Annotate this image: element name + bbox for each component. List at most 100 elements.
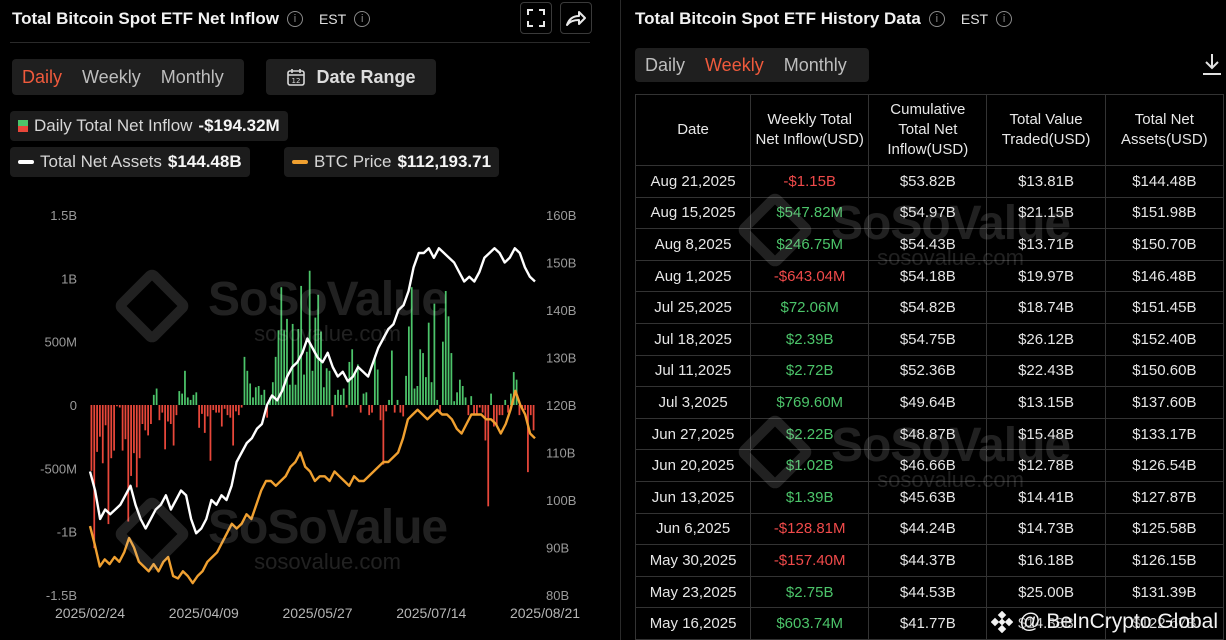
inflow-bar <box>175 405 178 416</box>
tab-weekly[interactable]: Weekly <box>705 54 764 75</box>
inflow-bar <box>461 386 464 405</box>
cell-net-assets: $146.48B <box>1104 259 1225 293</box>
inflow-bar <box>498 405 501 416</box>
inflow-bar <box>379 405 382 421</box>
inflow-bar <box>212 405 215 411</box>
table-row[interactable]: Jul 18,2025 $2.39B $54.75B $26.12B $152.40B <box>634 322 1225 356</box>
cell-value-traded: $14.38B <box>986 607 1106 640</box>
inflow-bar <box>172 405 175 446</box>
cell-weekly-inflow: $603.74M <box>750 607 870 640</box>
inflow-bar <box>237 405 240 416</box>
col-header-weekly-inflow[interactable]: Weekly Total Net Inflow(USD) <box>750 94 870 166</box>
tab-daily[interactable]: Daily <box>22 66 63 87</box>
download-icon[interactable] <box>1201 52 1223 78</box>
cell-net-assets: $126.15B <box>1104 544 1225 577</box>
inflow-bar <box>198 405 201 428</box>
inflow-bar <box>195 392 198 405</box>
net-inflow-chart[interactable]: 1.5B 1B 500M 0 -500M -1B -1.5B 160B 150B 140B 130B… <box>0 195 600 635</box>
table-row[interactable]: Aug 15,2025 $547.82M $54.97B $21.15B $151.98… <box>634 196 1225 230</box>
inflow-bar <box>532 405 535 431</box>
cell-weekly-inflow: $2.72B <box>750 354 870 388</box>
tab-daily[interactable]: Daily <box>645 54 686 75</box>
tab-weekly[interactable]: Weekly <box>82 66 141 87</box>
y-left-tick-label: 1B <box>61 271 77 286</box>
date-range-button[interactable]: 12 Date Range <box>266 59 436 95</box>
tab-monthly[interactable]: Monthly <box>783 54 847 75</box>
cell-net-assets: $144.48B <box>1104 165 1225 198</box>
inflow-bar <box>303 374 305 405</box>
info-icon[interactable]: i <box>354 11 371 27</box>
inflow-bar <box>178 391 181 405</box>
info-icon[interactable]: i <box>996 11 1013 27</box>
table-row[interactable]: Jun 20,2025 $1.02B $46.66B $12.78B $126.54B <box>634 449 1225 482</box>
share-button[interactable] <box>560 2 592 34</box>
cell-net-assets: $126.54B <box>1104 449 1225 482</box>
inflow-bar <box>456 392 458 405</box>
inflow-bar <box>484 405 487 441</box>
cell-weekly-inflow: $1.39B <box>750 480 870 514</box>
inflow-bar <box>305 351 308 405</box>
table-row[interactable]: Jun 13,2025 $1.39B $45.63B $14.41B $127.87B <box>634 480 1225 514</box>
cell-date: Aug 8,2025 <box>634 228 752 261</box>
inflow-bar <box>150 405 152 424</box>
table-row[interactable]: Jul 11,2025 $2.72B $52.36B $22.43B $150.60B <box>634 354 1225 388</box>
info-icon[interactable]: i <box>928 11 945 27</box>
inflow-bar <box>189 399 192 405</box>
cell-weekly-inflow: $2.75B <box>750 575 870 609</box>
assets-legend-swatch <box>18 160 34 164</box>
inflow-bar <box>161 405 164 413</box>
cell-weekly-inflow: $1.02B <box>750 449 870 482</box>
info-icon[interactable]: i <box>286 11 303 27</box>
inflow-bar <box>334 394 337 405</box>
cell-net-assets: $127.87B <box>1104 480 1225 514</box>
col-header-net-assets[interactable]: Total Net Assets(USD) <box>1104 94 1225 166</box>
col-header-cumulative-inflow[interactable]: Cumulative Total Net Inflow(USD) <box>868 94 988 166</box>
cell-weekly-inflow: $246.75M <box>750 228 870 261</box>
cell-net-assets: $133.17B <box>1104 417 1225 451</box>
inflow-bar <box>433 303 436 405</box>
cell-value-traded: $14.41B <box>986 480 1106 514</box>
cell-value-traded: $25.00B <box>986 575 1106 609</box>
legend-daily-inflow[interactable]: Daily Total Net Inflow -$194.32M <box>10 111 288 141</box>
inflow-bar <box>311 370 314 405</box>
inflow-bar <box>464 397 467 405</box>
legend-btc-price[interactable]: BTC Price $112,193.71 <box>284 147 500 177</box>
table-row[interactable]: May 16,2025 $603.74M $41.77B $14.38B $122.67… <box>634 607 1225 640</box>
table-row[interactable]: Jun 27,2025 $2.22B $48.87B $15.48B $133.17B <box>634 417 1225 451</box>
inflow-bar <box>218 405 220 413</box>
inflow-bar <box>348 361 351 405</box>
tab-monthly[interactable]: Monthly <box>160 66 224 87</box>
table-row[interactable]: Aug 21,2025 -$1.15B $53.82B $13.81B $144.48B <box>634 165 1225 198</box>
table-row[interactable]: Aug 8,2025 $246.75M $54.43B $13.71B $150.70B <box>634 228 1225 261</box>
table-row[interactable]: Jun 6,2025 -$128.81M $44.24B $14.73B $125.58… <box>634 512 1225 546</box>
inflow-bar <box>529 405 532 416</box>
inflow-bar <box>254 387 257 405</box>
table-row[interactable]: May 30,2025 -$157.40M $44.37B $16.18B $126.1… <box>634 544 1225 577</box>
inflow-bar <box>476 405 478 414</box>
inflow-bar <box>365 392 368 405</box>
fullscreen-button[interactable] <box>520 2 552 34</box>
inflow-bar <box>215 405 218 413</box>
table-row[interactable]: Jul 25,2025 $72.06M $54.82B $18.74B $151.45B <box>634 291 1225 324</box>
inflow-bar <box>493 405 495 427</box>
inflow-bar <box>235 405 237 412</box>
inflow-bar <box>362 393 365 405</box>
inflow-bar <box>220 405 223 427</box>
inflow-bar <box>504 399 507 405</box>
btc-price-line <box>88 389 536 585</box>
y-right-tick-label: 130B <box>546 351 576 366</box>
table-row[interactable]: Jul 3,2025 $769.60M $49.64B $13.15B $137.60B <box>634 386 1225 419</box>
calendar-icon: 12 <box>287 69 306 86</box>
cell-cumulative-inflow: $54.97B <box>868 196 988 230</box>
col-header-date[interactable]: Date <box>634 94 752 166</box>
table-row[interactable]: May 23,2025 $2.75B $44.53B $25.00B $131.39B <box>634 575 1225 609</box>
inflow-bar <box>478 405 481 408</box>
inflow-bar <box>510 393 512 405</box>
inflow-bar <box>396 399 399 405</box>
col-header-value-traded[interactable]: Total Value Traded(USD) <box>986 94 1106 166</box>
inflow-bar <box>286 318 288 405</box>
inflow-bar <box>118 405 121 408</box>
table-row[interactable]: Aug 1,2025 -$643.04M $54.18B $19.97B $146.48… <box>634 259 1225 293</box>
y-right-tick-label: 90B <box>546 541 569 556</box>
legend-total-net-assets[interactable]: Total Net Assets $144.48B <box>10 147 250 177</box>
